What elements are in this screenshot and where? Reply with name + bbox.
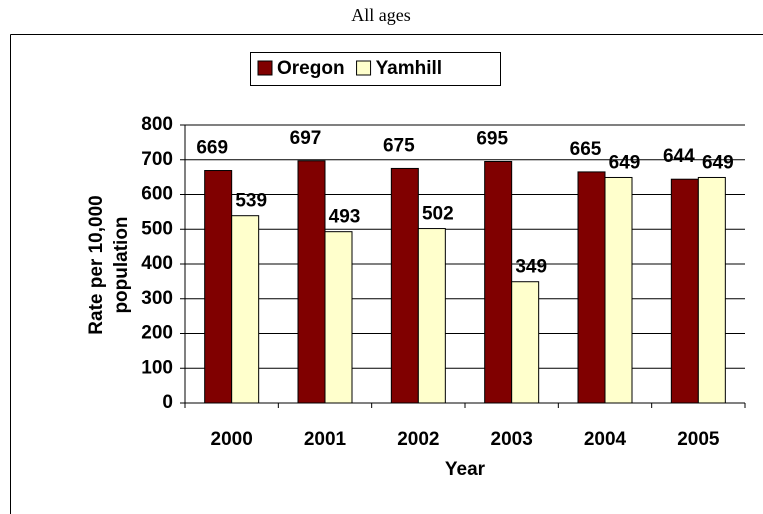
y-tick-label: 500 [141,218,173,239]
legend-box [250,52,501,86]
value-label: 649 [702,152,734,173]
x-tick-label: 2001 [304,429,347,450]
legend-swatch [257,60,273,76]
legend-label: Oregon [277,58,345,79]
value-label: 493 [329,207,361,228]
y-tick-label: 600 [141,184,173,205]
x-tick-label: 2004 [584,429,627,450]
y-tick-label: 300 [141,288,173,309]
value-label: 669 [196,138,228,159]
value-label: 697 [290,128,322,149]
chart-title: All ages [351,5,410,25]
y-axis-label-line: population [111,216,132,313]
value-label: 649 [609,152,641,173]
x-tick-label: 2005 [677,429,720,450]
value-label: 695 [476,129,508,150]
legend-label: Yamhill [376,58,443,79]
value-label: 539 [235,191,267,212]
bar [511,281,540,404]
value-label: 502 [422,204,454,225]
y-axis-label-line: Rate per 10,000 [86,195,107,334]
bar [577,171,606,404]
x-tick-label: 2000 [211,429,253,450]
x-tick-label: 2003 [491,429,533,450]
x-axis-label: Year [445,459,486,480]
bar [297,160,326,404]
y-axis-label: Rate per 10,000 population [86,195,132,334]
value-label: 665 [570,139,602,160]
y-tick-label: 400 [141,253,173,274]
bar [417,228,446,404]
value-label: 349 [515,257,547,278]
y-tick-label: 0 [162,392,173,413]
y-tick-label: 200 [141,323,173,344]
bar [604,176,633,404]
y-tick-label: 800 [141,114,173,135]
bar [697,176,726,404]
bar [204,170,233,404]
legend-swatch [356,60,372,76]
value-label: 675 [383,135,415,156]
y-tick-label: 700 [141,149,173,170]
value-label: 644 [663,146,695,167]
bar [484,160,513,404]
bar [231,215,260,404]
bar [670,178,699,404]
y-tick-label: 100 [141,357,173,378]
x-tick-label: 2002 [397,429,439,450]
bar [390,167,419,404]
bar [324,231,353,404]
